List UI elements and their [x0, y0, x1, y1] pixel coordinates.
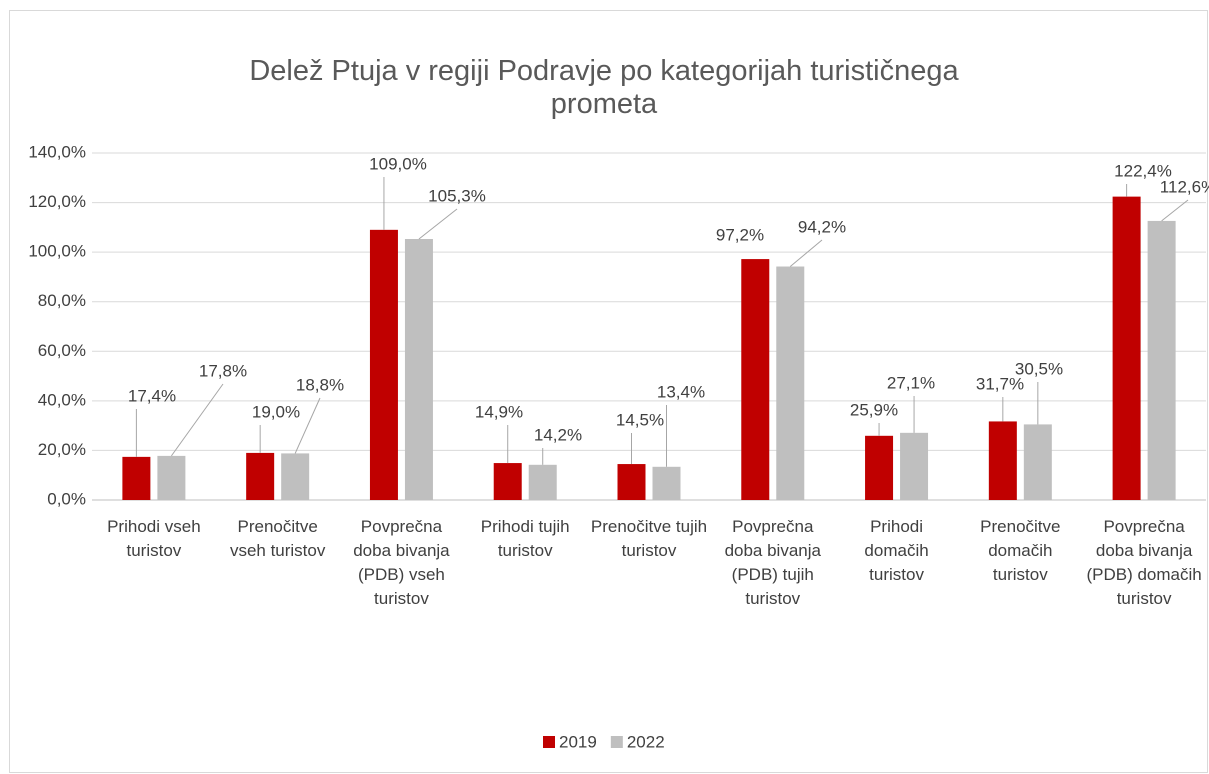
data-label: 122,4%	[1114, 161, 1172, 180]
bar	[281, 453, 310, 500]
x-tick-label: Prihodi domačih turistov	[864, 517, 928, 584]
leader-line	[294, 397, 321, 454]
x-tick-label: Povprečna doba bivanja (PDB) vseh turistov	[353, 517, 450, 608]
y-tick-label: 0,0%	[47, 489, 86, 508]
bar	[988, 421, 1017, 500]
y-tick-label: 120,0%	[28, 192, 86, 211]
x-tick-label: Povprečna doba bivanja (PDB) domačih turist…	[1086, 517, 1201, 608]
data-label: 109,0%	[369, 154, 427, 173]
y-tick-label: 20,0%	[38, 440, 86, 459]
bar	[157, 455, 186, 500]
y-tick-label: 100,0%	[28, 242, 86, 261]
y-tick-label: 80,0%	[38, 291, 86, 310]
data-label: 17,8%	[199, 361, 247, 380]
bar	[865, 435, 894, 500]
bar	[122, 456, 151, 500]
bar	[900, 432, 929, 500]
bar	[1147, 220, 1176, 501]
legend-label: 2022	[627, 732, 665, 751]
legend-swatch	[543, 736, 555, 748]
leader-line	[170, 383, 224, 457]
leader-line	[1161, 199, 1189, 222]
x-tick-label: Prenočitve domačih turistov	[980, 517, 1060, 584]
bar	[1112, 196, 1141, 500]
chart-frame	[9, 10, 1208, 773]
data-label: 14,5%	[616, 410, 664, 429]
leader-line	[418, 208, 458, 240]
data-label: 31,7%	[976, 374, 1024, 393]
data-label: 25,9%	[850, 400, 898, 419]
leader-line	[789, 239, 823, 267]
bar	[617, 464, 646, 500]
y-tick-label: 140,0%	[28, 142, 86, 161]
legend-swatch	[610, 736, 623, 748]
data-label: 27,1%	[887, 373, 935, 392]
bar	[369, 229, 398, 501]
x-tick-label: Prenočitve tujih turistov	[591, 517, 707, 560]
data-label: 17,4%	[128, 386, 176, 405]
chart-title: Delež Ptuja v regiji Podravje po kategor…	[249, 55, 959, 120]
bar	[652, 466, 681, 500]
bar	[1023, 424, 1052, 500]
data-label: 13,4%	[657, 382, 705, 401]
bar	[404, 239, 433, 501]
bar	[493, 463, 522, 500]
bar	[246, 452, 275, 500]
x-tick-label: Prihodi vseh turistov	[107, 517, 201, 560]
bar	[776, 266, 805, 500]
data-label: 19,0%	[252, 402, 300, 421]
legend-label: 2019	[559, 732, 597, 751]
data-label: 97,2%	[716, 225, 764, 244]
x-tick-label: Povprečna doba bivanja (PDB) tujih turistov	[725, 517, 822, 608]
data-label: 18,8%	[296, 375, 344, 394]
y-tick-label: 40,0%	[38, 390, 86, 409]
data-label: 30,5%	[1015, 359, 1063, 378]
data-label: 14,2%	[534, 425, 582, 444]
x-tick-label: Prihodi tujih turistov	[481, 517, 570, 560]
data-label: 105,3%	[428, 186, 486, 205]
data-label: 112,6%	[1160, 177, 1209, 196]
data-label: 94,2%	[798, 217, 846, 236]
bar	[528, 464, 557, 500]
data-label: 14,9%	[475, 402, 523, 421]
x-tick-label: Prenočitve vseh turistov	[230, 517, 326, 560]
y-tick-label: 60,0%	[38, 341, 86, 360]
bar	[741, 259, 770, 500]
